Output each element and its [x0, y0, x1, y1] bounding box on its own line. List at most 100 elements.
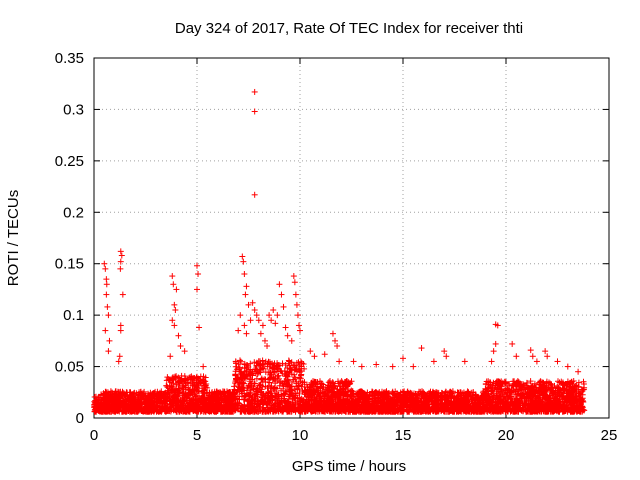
data-point [292, 291, 299, 298]
data-point [103, 276, 110, 283]
data-point [169, 317, 176, 324]
data-point [118, 252, 125, 259]
data-point [264, 343, 271, 349]
data-point [329, 330, 336, 337]
data-point [529, 353, 536, 360]
data-point [418, 345, 425, 352]
data-point [196, 324, 203, 331]
data-point [105, 348, 112, 355]
data-point [200, 363, 207, 370]
data-point [115, 358, 122, 365]
x-tick-label: 10 [292, 427, 309, 444]
chart-title: Day 324 of 2017, Rate Of TEC Index for r… [175, 20, 523, 37]
data-point [240, 258, 247, 265]
data-point [542, 348, 549, 355]
data-point [117, 248, 124, 255]
data-point [119, 291, 126, 298]
data-point [288, 337, 295, 344]
x-tick-label: 5 [193, 427, 201, 444]
data-point [274, 312, 281, 319]
data-point [291, 279, 298, 286]
data-point [243, 283, 250, 290]
data-point [177, 343, 184, 349]
data-point [169, 273, 176, 280]
data-point [282, 324, 289, 331]
x-tick-label: 25 [601, 427, 618, 444]
data-point [106, 337, 113, 344]
data-point [430, 358, 437, 365]
data-point [170, 281, 177, 288]
data-point [253, 312, 260, 319]
data-point [103, 281, 110, 288]
data-point [492, 340, 499, 347]
data-point [443, 353, 450, 360]
x-tick-label: 15 [395, 427, 412, 444]
y-tick-label: 0.25 [55, 153, 84, 170]
data-point [117, 322, 124, 329]
data-point [167, 353, 174, 360]
data-point [278, 291, 285, 298]
data-point [194, 286, 200, 293]
data-point [102, 265, 109, 272]
data-point [494, 322, 501, 329]
data-point [257, 330, 264, 337]
data-point [194, 262, 200, 269]
data-point [321, 351, 328, 358]
y-axis-label: ROTI / TECUs [5, 190, 22, 286]
axis-ticks: 0 5 10 15 20 25 0 0.05 0.1 0.15 0.2 0.25 0.3 0.35 [55, 50, 618, 444]
data-point-cloud [91, 357, 588, 415]
plot-frame [93, 57, 610, 419]
data-point [117, 265, 124, 272]
data-point [311, 353, 318, 360]
data-point [102, 327, 109, 334]
data-point [181, 348, 188, 355]
data-point [336, 358, 343, 365]
data-point [172, 307, 179, 313]
data-point [389, 363, 396, 370]
x-tick-label: 20 [498, 427, 515, 444]
data-point [104, 303, 111, 310]
data-point [441, 348, 448, 355]
data-point [284, 332, 291, 339]
data-point [297, 327, 303, 334]
data-point [564, 363, 571, 370]
data-point [239, 253, 246, 260]
data-point [276, 281, 283, 288]
data-point [171, 301, 178, 308]
data-point [533, 358, 540, 365]
data-point [358, 363, 365, 370]
data-point [293, 301, 300, 308]
data-point [251, 191, 258, 198]
data-point [245, 301, 252, 308]
x-tick-label: 0 [90, 427, 98, 444]
data-point [268, 317, 275, 324]
data-point [241, 322, 248, 329]
y-tick-label: 0.05 [55, 359, 84, 376]
data-point [175, 332, 182, 339]
y-tick-label: 0.1 [63, 307, 84, 324]
data-point [242, 291, 249, 298]
data-point [235, 327, 242, 334]
data-point [243, 330, 250, 337]
data-point [103, 291, 110, 298]
data-point [173, 286, 180, 293]
y-tick-label: 0.2 [63, 204, 84, 221]
data-point [527, 347, 534, 354]
data-point [266, 312, 273, 319]
grid-lines [94, 58, 609, 418]
data-points [91, 88, 588, 415]
data-point [290, 273, 297, 280]
data-point [171, 322, 178, 329]
data-point [400, 355, 406, 362]
data-point [105, 312, 112, 319]
data-point [270, 307, 277, 313]
data-point [259, 322, 266, 329]
data-point [261, 337, 268, 344]
data-point [117, 258, 124, 265]
y-tick-label: 0 [76, 410, 84, 427]
data-point [237, 312, 244, 319]
data-point [307, 348, 314, 355]
data-point [461, 358, 468, 365]
data-point [241, 271, 248, 277]
